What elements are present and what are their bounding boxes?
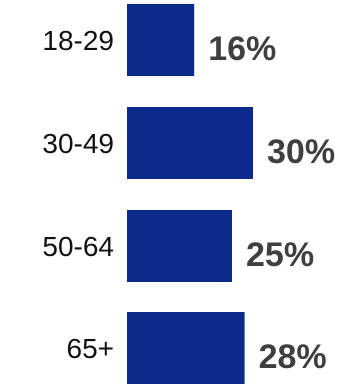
category-label: 18-29 [42,25,114,56]
bar [127,107,253,179]
category-label: 50-64 [42,231,114,262]
value-label: 30% [267,133,335,171]
value-label: 25% [246,236,314,274]
value-label: 28% [259,338,327,376]
value-label: 16% [208,30,276,68]
category-label: 65+ [67,333,115,364]
category-label: 30-49 [42,128,114,159]
bar [127,312,245,384]
bars: 18-29 16% 30-49 30% 50-64 25% 65+ 28% [42,4,335,384]
bar [127,4,195,76]
bar [127,210,232,282]
